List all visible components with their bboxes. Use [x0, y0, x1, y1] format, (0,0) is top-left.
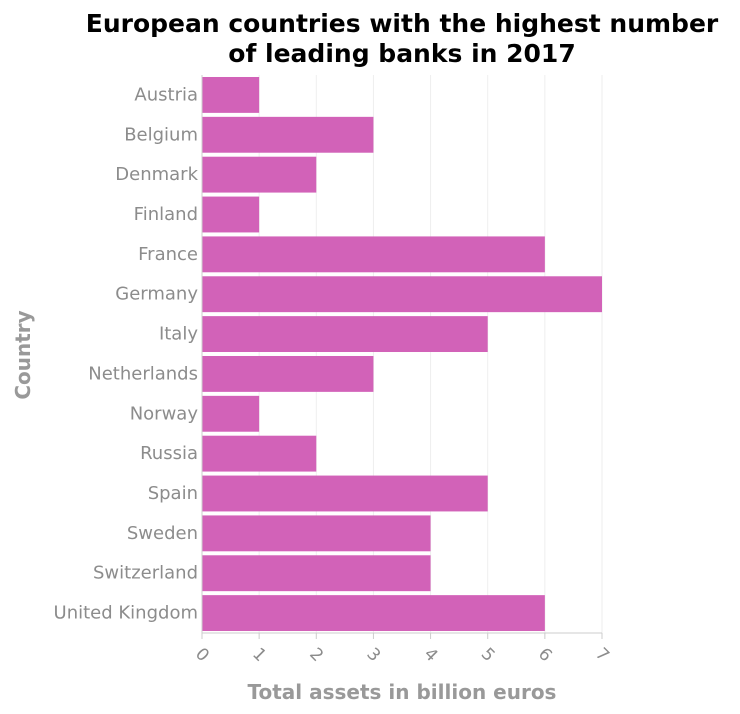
bar — [202, 236, 545, 273]
y-axis-label: Country — [11, 310, 35, 399]
bar — [202, 555, 431, 592]
bar — [202, 475, 488, 512]
y-tick-label: Russia — [140, 443, 198, 464]
bar — [202, 515, 431, 552]
bar — [202, 395, 260, 432]
bar — [202, 435, 317, 472]
axes — [201, 75, 603, 639]
x-tick-label: 1 — [248, 644, 270, 666]
y-tick-label: Denmark — [115, 164, 198, 185]
y-tick-label: Finland — [134, 204, 198, 225]
y-tick-label: Spain — [148, 483, 198, 504]
bar — [202, 595, 545, 632]
y-tick-label: United Kingdom — [54, 603, 198, 624]
chart-title: European countries with the highest numb… — [86, 9, 719, 68]
x-tick-label: 6 — [534, 644, 556, 666]
y-tick-label: Belgium — [124, 124, 198, 145]
bar — [202, 116, 374, 153]
x-tick-label: 2 — [305, 644, 327, 666]
x-tick-label: 4 — [420, 644, 442, 666]
bar — [202, 276, 602, 313]
y-tick-label: Netherlands — [88, 363, 198, 384]
bar — [202, 76, 260, 113]
x-tick-label: 5 — [477, 644, 499, 666]
bar — [202, 196, 260, 233]
x-axis-label: Total assets in billion euros — [248, 680, 557, 704]
bars — [202, 76, 602, 632]
x-tick-label: 3 — [363, 644, 385, 666]
bar — [202, 355, 374, 392]
x-tick-label: 7 — [591, 644, 613, 666]
y-tick-label: Germany — [115, 284, 198, 305]
bar — [202, 156, 317, 193]
y-tick-label: France — [138, 244, 198, 265]
y-tick-labels: Austria Belgium Denmark Finland France German… — [54, 84, 199, 623]
y-tick-label: Switzerland — [93, 563, 198, 584]
chart-title-line-1: European countries with the highest numb… — [86, 9, 719, 38]
bar — [202, 316, 488, 353]
y-tick-label: Sweden — [127, 523, 198, 544]
y-tick-label: Norway — [130, 403, 199, 424]
chart-title-line-2: of leading banks in 2017 — [228, 39, 575, 68]
y-tick-label: Austria — [134, 84, 198, 105]
y-tick-label: Italy — [159, 324, 198, 345]
x-tick-label: 0 — [191, 644, 213, 666]
x-tick-labels: 0 1 2 3 4 5 6 7 — [191, 644, 613, 666]
